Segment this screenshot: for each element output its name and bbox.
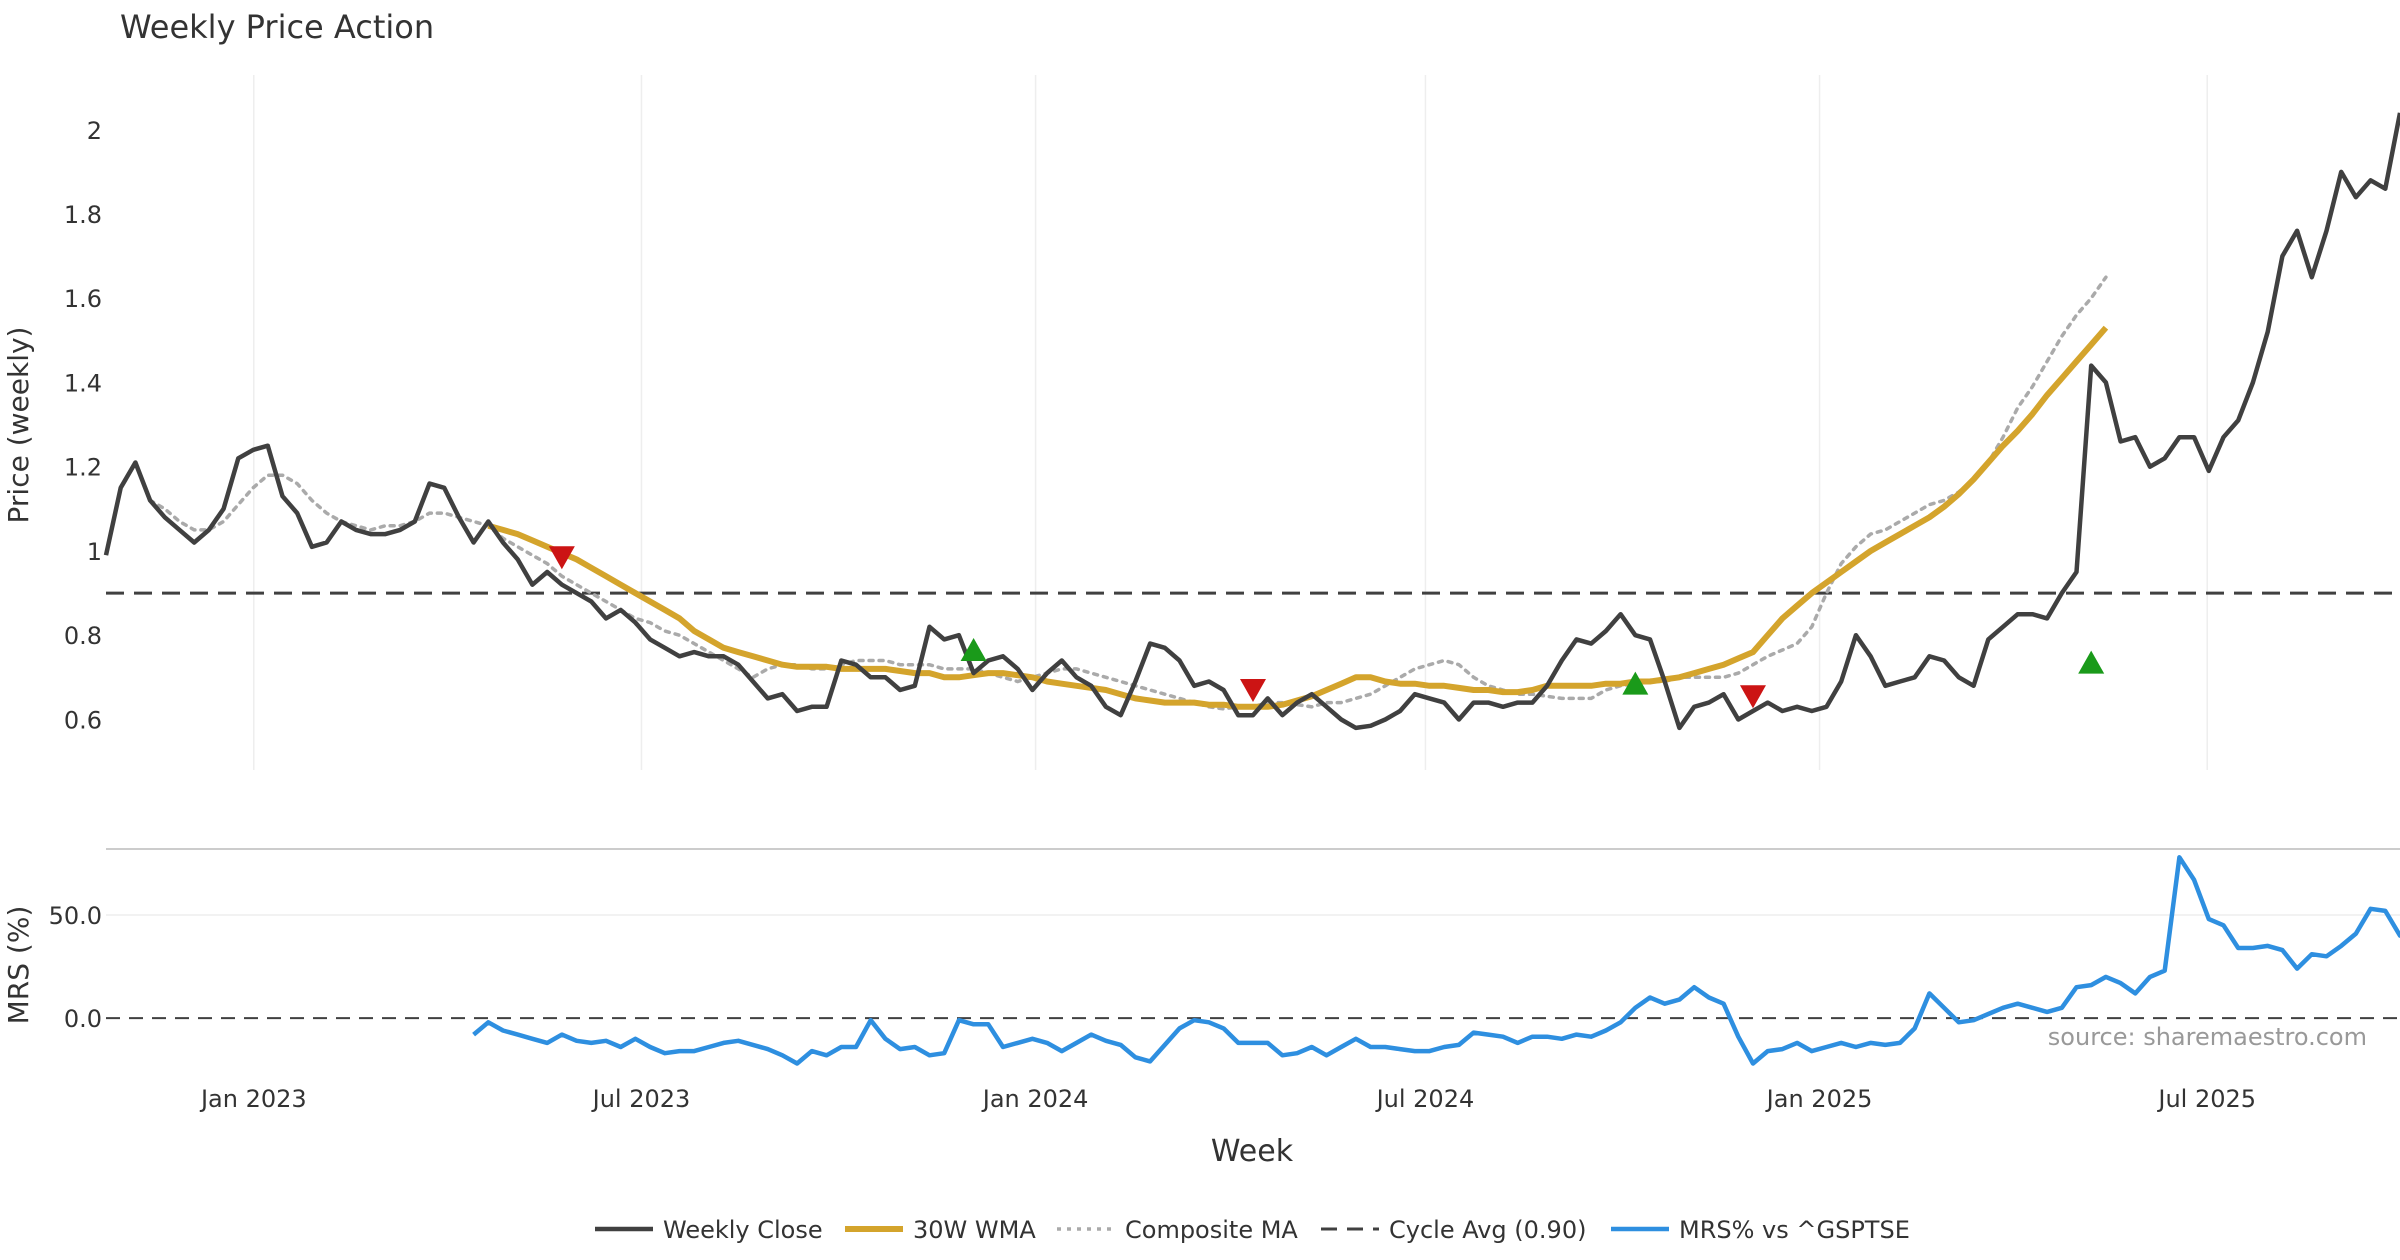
x-tick-label: Jul 2023 [591, 1085, 691, 1113]
sell-signal-marker [1240, 678, 1266, 702]
price-series [103, 112, 2400, 731]
legend-cycle-avg-label: Cycle Avg (0.90) [1389, 1216, 1586, 1244]
mrs-y-ticks: 0.0 50.0 [49, 902, 102, 1033]
weekly-close-line [103, 112, 2400, 731]
wma-30w-line [487, 325, 2109, 710]
price-y-tick-label: 0.8 [64, 622, 102, 650]
x-tick-label: Jan 2025 [1765, 1085, 1873, 1113]
legend-weekly-close-label: Weekly Close [663, 1216, 823, 1244]
price-y-ticks: 0.6 0.8 1 1.2 1.4 1.6 1.8 2 [64, 117, 102, 735]
x-ticks: Jan 2023 Jul 2023 Jan 2024 Jul 2024 Jan 2025… [199, 1085, 2256, 1113]
x-tick-label: Jul 2024 [1375, 1085, 1475, 1113]
price-y-tick-label: 1.2 [64, 454, 102, 482]
mrs-line [472, 855, 2400, 1066]
mrs-y-tick-label: 50.0 [49, 902, 102, 930]
buy-signal-marker [960, 637, 987, 661]
price-y-tick-label: 2 [87, 117, 102, 145]
mrs-series [106, 855, 2400, 1066]
buy-signal-marker [1622, 671, 1649, 695]
chart-title: Weekly Price Action [120, 8, 434, 46]
buy-signal-marker [2078, 650, 2105, 674]
price-y-tick-label: 0.6 [64, 706, 102, 734]
price-y-tick-label: 1 [87, 538, 102, 566]
price-y-label: Price (weekly) [2, 327, 35, 524]
x-tick-label: Jul 2025 [2156, 1085, 2256, 1113]
legend-mrs-label: MRS% vs ^GSPTSE [1679, 1216, 1910, 1244]
price-grid [253, 75, 2208, 770]
mrs-y-tick-label: 0.0 [64, 1005, 102, 1033]
sell-signal-marker [548, 546, 575, 570]
price-y-tick-label: 1.4 [64, 369, 102, 397]
x-tick-label: Jan 2023 [199, 1085, 307, 1113]
x-axis-label: Week [1211, 1134, 1294, 1169]
legend-composite-label: Composite MA [1125, 1216, 1298, 1244]
legend-wma-label: 30W WMA [913, 1216, 1036, 1244]
price-y-tick-label: 1.6 [64, 285, 102, 313]
price-y-tick-label: 1.8 [64, 201, 102, 229]
source-note: source: sharemaestro.com [2048, 1023, 2367, 1051]
composite-ma-line [148, 275, 2108, 711]
legend: Weekly Close 30W WMA Composite MA Cycle Avg… [595, 1216, 1910, 1244]
sell-signal-marker [1739, 685, 1766, 709]
x-tick-label: Jan 2024 [981, 1085, 1089, 1113]
mrs-y-label: MRS (%) [2, 906, 35, 1025]
